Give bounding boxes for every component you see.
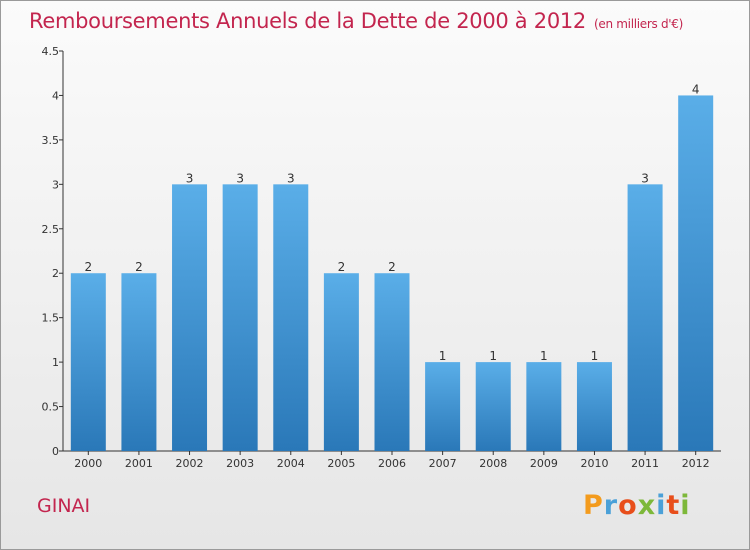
bar [678,95,714,451]
data-label: 4 [692,82,700,96]
data-label: 3 [236,171,244,185]
x-tick-label: 2000 [74,457,102,470]
x-tick-label: 2002 [176,457,204,470]
data-label: 1 [591,349,599,363]
bar [222,184,258,452]
bar [323,273,359,451]
proxiti-logo[interactable]: Proxiti [583,490,691,521]
y-tick-label: 1.5 [42,312,60,325]
logo-letter: t [666,490,681,521]
x-tick-label: 2010 [580,457,608,470]
logo-letter: x [637,490,657,521]
x-tick-label: 2009 [530,457,558,470]
x-tick-label: 2003 [226,457,254,470]
bar [273,184,309,452]
bar [627,184,663,452]
y-tick-label: 4.5 [42,45,60,58]
bar [576,362,612,451]
data-label: 2 [84,260,92,274]
bar [70,273,106,451]
x-tick-label: 2011 [631,457,659,470]
y-tick-label: 4 [52,89,59,102]
bar [172,184,208,452]
x-tick-label: 2006 [378,457,406,470]
bar [475,362,511,451]
x-tick-label: 2007 [429,457,457,470]
data-label: 2 [388,260,396,274]
chart-unit: (en milliers d'€) [594,17,684,31]
data-label: 1 [439,349,447,363]
commune-name: GINAI [37,495,91,517]
chart-title-text: Remboursements Annuels de la Dette de 20… [29,9,586,33]
bar [374,273,410,451]
logo-letter: P [583,490,604,521]
x-tick-label: 2001 [125,457,153,470]
data-label: 2 [338,260,346,274]
logo-letter: r [603,490,619,521]
data-label: 2 [135,260,143,274]
logo-letter: i [656,490,667,521]
chart-title: Remboursements Annuels de la Dette de 20… [29,9,683,33]
bar [121,273,157,451]
y-tick-label: 1 [52,356,59,369]
y-tick-label: 3 [52,178,59,191]
data-label: 1 [489,349,497,363]
y-tick-label: 0.5 [42,401,60,414]
y-tick-label: 0 [52,445,59,458]
logo-letter: i [680,490,691,521]
y-tick-label: 2.5 [42,223,60,236]
bar [425,362,461,451]
data-label: 1 [540,349,548,363]
y-tick-label: 3.5 [42,134,60,147]
bar [526,362,562,451]
data-label: 3 [287,171,295,185]
x-tick-label: 2004 [277,457,305,470]
data-label: 3 [641,171,649,185]
data-label: 3 [186,171,194,185]
logo-letter: o [618,490,638,521]
y-tick-label: 2 [52,267,59,280]
x-tick-label: 2008 [479,457,507,470]
x-tick-label: 2005 [327,457,355,470]
x-tick-label: 2012 [682,457,710,470]
